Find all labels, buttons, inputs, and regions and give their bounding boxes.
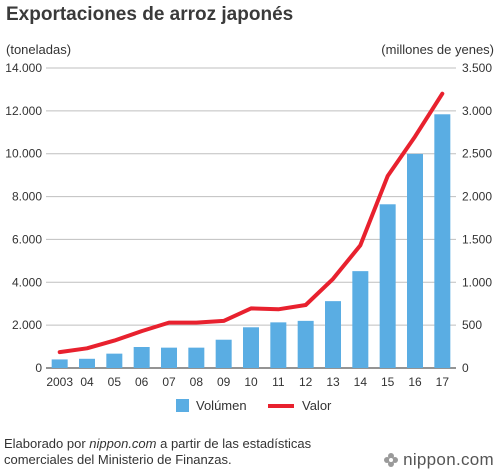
volume-bar xyxy=(407,153,423,368)
volume-bar xyxy=(325,301,341,368)
chart-canvas: 02.0004.0006.0008.00010.00012.00014.000 … xyxy=(5,61,492,389)
legend-label-value: Valor xyxy=(302,398,332,413)
x-tick-label: 14 xyxy=(354,375,368,389)
right-tick-label: 1.500 xyxy=(462,232,492,246)
left-axis-ticks: 0 2.000 4.000 6.000 8.000 10.000 12.000 14.000 xyxy=(5,61,42,375)
left-tick-label: 8.000 xyxy=(12,190,42,204)
left-tick-label: 12.000 xyxy=(5,104,42,118)
x-tick-label: 05 xyxy=(108,375,122,389)
x-tick-label: 15 xyxy=(381,375,395,389)
left-tick-label: 4.000 xyxy=(12,275,42,289)
volume-bar xyxy=(215,339,232,368)
legend-swatch-value xyxy=(268,403,294,408)
value-line xyxy=(57,91,445,355)
x-tick-label: 08 xyxy=(190,375,204,389)
right-tick-label: 2.500 xyxy=(462,147,492,161)
x-tick-label: 06 xyxy=(135,375,149,389)
right-axis-ticks: 0 500 1.000 1.500 2.000 2.500 3.000 3.500 xyxy=(462,61,492,375)
volume-bar xyxy=(188,347,205,368)
x-tick-label: 11 xyxy=(272,375,285,389)
nippon-logo: nippon.com xyxy=(382,450,494,470)
volume-bar xyxy=(270,322,287,368)
right-tick-label: 0 xyxy=(462,361,469,375)
x-tick-label: 09 xyxy=(217,375,231,389)
volume-bar xyxy=(297,320,314,368)
left-tick-label: 14.000 xyxy=(5,61,42,75)
source-note-suffix: a partir de las estadísticas comerciales… xyxy=(4,436,312,467)
source-note-site: nippon.com xyxy=(89,436,157,451)
source-note: Elaborado por nippon.com a partir de las… xyxy=(4,436,344,468)
chart-legend: Volúmen Valor xyxy=(0,398,500,418)
x-axis-ticks: 2003 04 05 06 07 08 09 10 11 12 13 14 15 16 17 xyxy=(46,375,449,389)
right-tick-label: 2.000 xyxy=(462,190,492,204)
left-axis-unit-label: (toneladas) xyxy=(6,42,72,57)
x-tick-label: 10 xyxy=(244,375,258,389)
left-tick-label: 0 xyxy=(35,361,42,375)
source-note-prefix: Elaborado por xyxy=(4,436,90,451)
volume-bar xyxy=(434,114,451,369)
right-tick-label: 500 xyxy=(462,318,482,332)
x-tick-label: 13 xyxy=(326,375,340,389)
volume-bar xyxy=(79,358,95,368)
legend-label-volume: Volúmen xyxy=(196,398,247,413)
chart-title: Exportaciones de arroz japonés xyxy=(6,4,294,25)
nippon-logo-text: nippon.com xyxy=(403,450,494,470)
volume-bar xyxy=(133,347,150,368)
right-tick-label: 3.000 xyxy=(462,104,492,118)
left-tick-label: 10.000 xyxy=(5,147,42,161)
right-tick-label: 1.000 xyxy=(462,275,492,289)
left-tick-label: 2.000 xyxy=(12,318,42,332)
x-tick-label: 16 xyxy=(408,375,422,389)
volume-bar xyxy=(352,271,369,368)
right-axis-unit-label: (millones de yenes) xyxy=(381,42,494,57)
legend-item-value: Valor xyxy=(268,398,331,413)
volume-bar xyxy=(51,359,68,368)
x-tick-label: 2003 xyxy=(46,375,73,389)
x-tick-label: 04 xyxy=(80,375,94,389)
x-tick-label: 17 xyxy=(436,375,450,389)
left-tick-label: 6.000 xyxy=(12,232,42,246)
x-tick-label: 07 xyxy=(162,375,176,389)
right-tick-label: 3.500 xyxy=(462,61,492,75)
nippon-flower-icon xyxy=(382,451,400,469)
legend-item-volume: Volúmen xyxy=(176,398,247,413)
volume-bar xyxy=(379,204,396,368)
legend-swatch-volume xyxy=(176,399,189,412)
volume-bars xyxy=(51,114,451,369)
volume-bar xyxy=(161,347,177,368)
nippon-logo-suffix: .com xyxy=(455,450,494,469)
volume-bar xyxy=(243,327,259,368)
nippon-logo-name: nippon xyxy=(403,450,456,469)
x-tick-label: 12 xyxy=(299,375,313,389)
volume-bar xyxy=(106,353,123,368)
